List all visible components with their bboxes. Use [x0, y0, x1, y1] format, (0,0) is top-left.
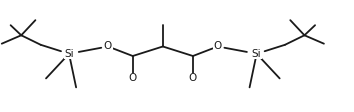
Text: Si: Si	[252, 49, 262, 59]
Text: O: O	[213, 41, 222, 52]
Text: Si: Si	[64, 49, 74, 59]
Text: O: O	[104, 41, 112, 52]
Text: O: O	[129, 73, 137, 83]
Text: O: O	[189, 73, 197, 83]
